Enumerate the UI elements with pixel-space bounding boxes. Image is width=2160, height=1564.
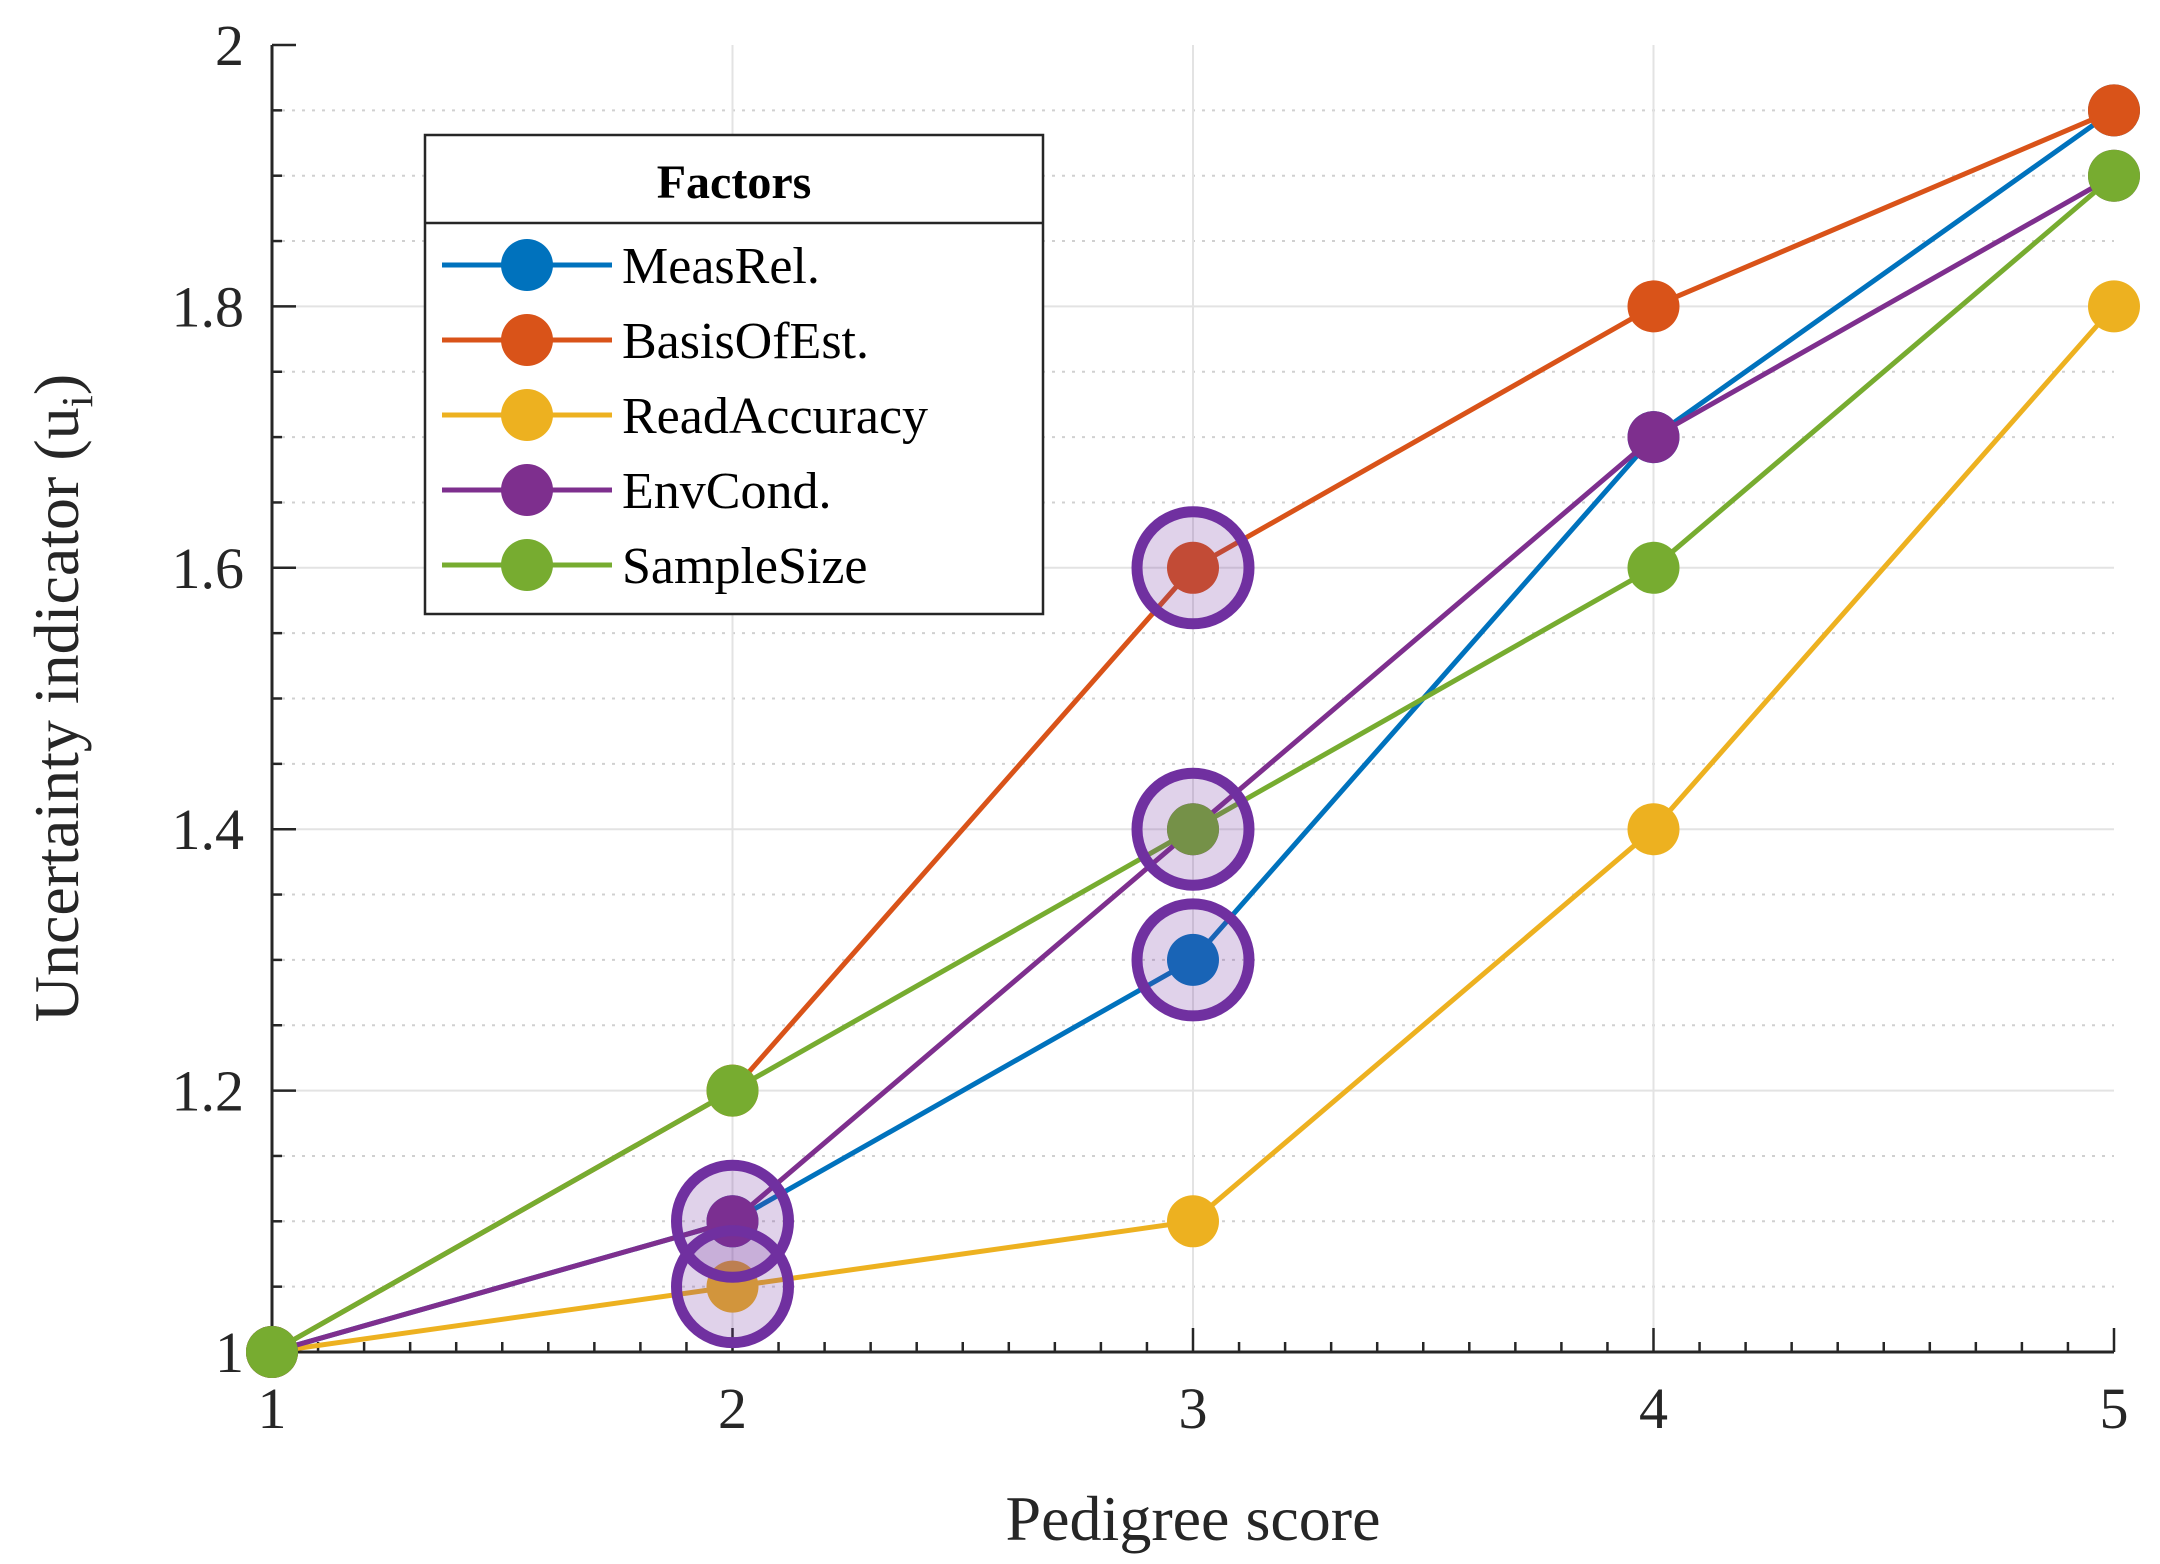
data-point [1167, 803, 1219, 856]
data-point [1167, 1195, 1219, 1248]
tick-labels: 1 2 3 4 5 1 1.2 1.4 1.6 1.8 2 [172, 13, 2129, 1441]
legend-label: SampleSize [622, 538, 868, 595]
data-point [1167, 933, 1219, 986]
legend-label: MeasRel. [622, 238, 820, 295]
y-tick-label: 2 [215, 13, 244, 78]
data-point [2088, 149, 2140, 202]
y-axis-title: Uncertainty indicator (ui) [21, 374, 102, 1022]
x-axis-title: Pedigree score [1006, 1483, 1381, 1554]
data-point [1627, 541, 1680, 594]
legend-entry: ReadAccuracy [442, 388, 928, 445]
legend-swatch-marker [501, 389, 553, 441]
data-point [706, 1064, 759, 1117]
data-point [1627, 411, 1680, 464]
data-point [1627, 803, 1680, 856]
axes [270, 43, 2116, 1354]
y-axis-title-subscript: i [53, 395, 102, 407]
legend-label: EnvCond. [622, 463, 831, 520]
y-tick-label: 1.6 [172, 536, 245, 601]
y-axis-title-close: ) [21, 374, 92, 395]
legend-title: Factors [657, 156, 812, 209]
legend: Factors MeasRel. BasisOfEst. ReadAccuracy E… [423, 133, 1045, 616]
highlight-ring [671, 1159, 794, 1283]
highlight-layer [671, 506, 1255, 1349]
legend-entry: EnvCond. [442, 463, 831, 520]
y-tick-label: 1.4 [172, 797, 245, 862]
legend-swatch-marker [501, 239, 553, 291]
legend-label: ReadAccuracy [622, 388, 928, 445]
y-tick-label: 1.8 [172, 274, 245, 339]
legend-entries: MeasRel. BasisOfEst. ReadAccuracy EnvCond. S… [442, 238, 928, 595]
x-tick-label: 4 [1639, 1376, 1668, 1441]
x-tick-label: 1 [258, 1376, 287, 1441]
legend-swatch-marker [501, 314, 553, 366]
legend-entry: MeasRel. [442, 238, 820, 295]
legend-entry: BasisOfEst. [442, 313, 869, 370]
x-tick-label: 3 [1179, 1376, 1208, 1441]
highlight-ring [671, 1225, 794, 1349]
x-tick-label: 5 [2100, 1376, 2129, 1441]
highlight-ring [1131, 767, 1255, 891]
highlight-ring [1131, 506, 1255, 630]
legend-label: BasisOfEst. [622, 313, 869, 370]
data-point [2088, 280, 2140, 333]
data-point [246, 1326, 298, 1378]
data-point [1167, 541, 1219, 594]
x-tick-label: 2 [718, 1376, 747, 1441]
series-layer [246, 84, 2140, 1378]
legend-box [423, 133, 1045, 616]
y-tick-label: 1.2 [172, 1059, 245, 1124]
data-point [2088, 84, 2140, 137]
y-axis-title-main: Uncertainty indicator (u [21, 407, 92, 1022]
legend-entry: SampleSize [442, 538, 868, 595]
legend-swatch-marker [501, 464, 553, 516]
highlight-ring [1131, 898, 1255, 1022]
y-tick-label: 1 [215, 1320, 244, 1385]
data-point [1627, 280, 1680, 333]
legend-swatch-marker [501, 539, 553, 591]
series-samplesize [246, 149, 2140, 1378]
